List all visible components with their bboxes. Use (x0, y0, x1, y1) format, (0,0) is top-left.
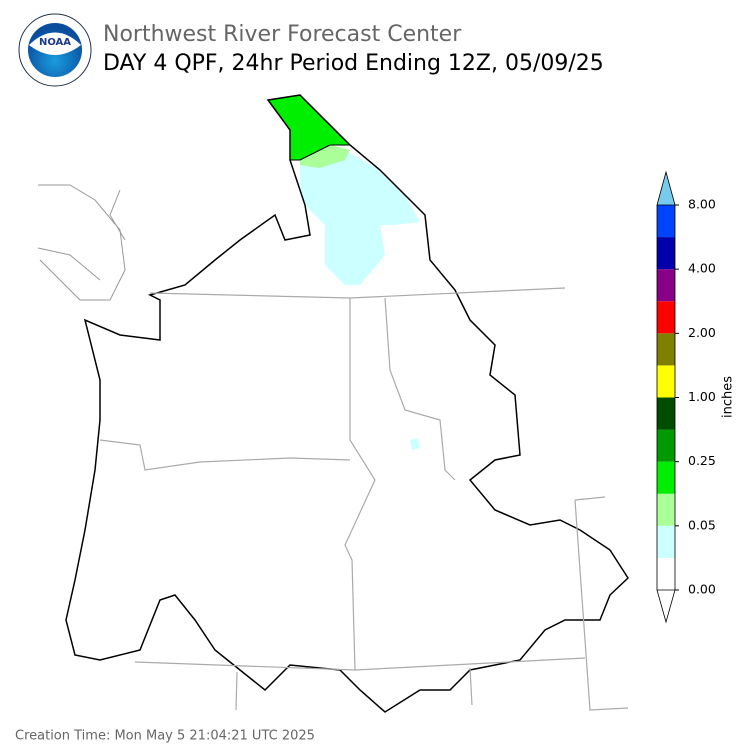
colorbar-tick-label: 1.00 (688, 389, 716, 404)
colorbar-tick-label: 8.00 (688, 197, 716, 212)
noaa-logo: NOAA (18, 13, 92, 87)
colorbar-tick-label: 0.00 (688, 582, 716, 597)
colorbar-segment (657, 461, 675, 494)
coastline (37, 184, 126, 301)
colorbar-segment (657, 493, 675, 526)
colorbar-segment (657, 205, 675, 238)
colorbar-segment (657, 237, 675, 270)
colorbar-extend-high (656, 170, 676, 206)
colorbar-extend-low (656, 589, 676, 624)
colorbar-tick-label: 0.05 (688, 517, 716, 532)
colorbar-unit: inches (721, 376, 736, 418)
map (37, 94, 629, 713)
colorbar-segment (657, 557, 675, 590)
colorbar-segment (657, 397, 675, 430)
colorbar: 0.00 0.05 0.25 1.00 2.00 4.00 8.00 (656, 170, 716, 624)
map-title: DAY 4 QPF, 24hr Period Ending 12Z, 05/09… (103, 51, 604, 76)
precip-light (300, 150, 420, 450)
colorbar-tick-label: 2.00 (688, 325, 716, 340)
colorbar-tick-label: 4.00 (688, 261, 716, 276)
creation-time: Creation Time: Mon May 5 21:04:21 UTC 20… (15, 729, 315, 744)
colorbar-segment (657, 269, 675, 302)
state-lines (99, 287, 629, 711)
logo-label: NOAA (39, 37, 71, 48)
colorbar-tick-label: 0.25 (688, 453, 716, 468)
agency-title: Northwest River Forecast Center (103, 22, 462, 47)
colorbar-segment (657, 429, 675, 462)
basin-outline (65, 94, 629, 713)
colorbar-segment (657, 365, 675, 398)
colorbar-segment (657, 301, 675, 334)
colorbar-segment (657, 525, 675, 558)
colorbar-segment (657, 333, 675, 366)
